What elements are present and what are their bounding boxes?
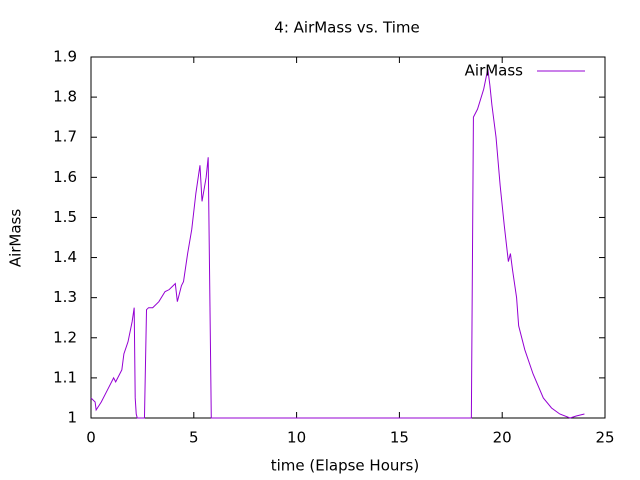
x-tick-label: 25 bbox=[595, 429, 614, 447]
x-tick-label: 0 bbox=[86, 429, 96, 447]
y-tick-label: 1.6 bbox=[53, 168, 77, 186]
y-tick-label: 1.5 bbox=[53, 208, 77, 226]
x-axis-label: time (Elapse Hours) bbox=[271, 457, 419, 475]
x-tick-label: 20 bbox=[493, 429, 512, 447]
x-tick-label: 10 bbox=[287, 429, 306, 447]
legend-label: AirMass bbox=[465, 62, 524, 80]
y-tick-label: 1.9 bbox=[53, 48, 77, 66]
y-tick-label: 1.4 bbox=[53, 248, 77, 266]
y-tick-label: 1.1 bbox=[53, 368, 77, 386]
y-tick-label: 1.7 bbox=[53, 128, 77, 146]
chart-title: 4: AirMass vs. Time bbox=[274, 19, 419, 37]
y-tick-label: 1.8 bbox=[53, 88, 77, 106]
y-tick-label: 1.3 bbox=[53, 288, 77, 306]
x-tick-label: 5 bbox=[189, 429, 199, 447]
x-tick-label: 15 bbox=[390, 429, 409, 447]
y-axis-label: AirMass bbox=[7, 209, 25, 268]
y-tick-label: 1 bbox=[67, 409, 77, 427]
y-tick-label: 1.2 bbox=[53, 328, 77, 346]
data-line bbox=[90, 68, 585, 419]
plot-frame bbox=[90, 56, 606, 419]
